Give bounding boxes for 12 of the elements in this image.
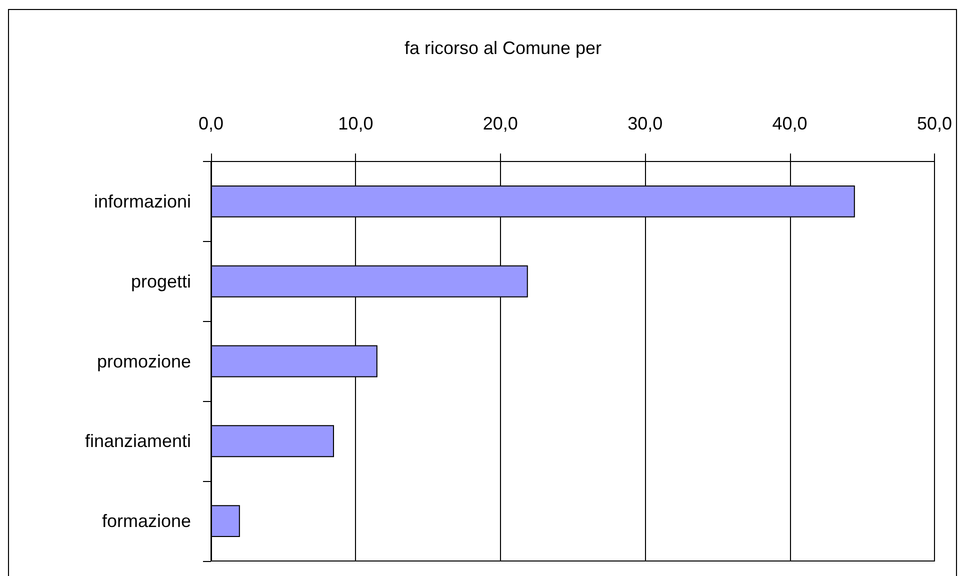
x-tick-label: 40,0	[772, 114, 808, 134]
y-tick-label: informazioni	[94, 191, 191, 212]
x-tick-label: 0,0	[198, 114, 224, 134]
x-tick-label: 50,0	[916, 114, 952, 134]
y-tick-label: progetti	[130, 271, 191, 292]
x-tick-label: 30,0	[628, 114, 663, 134]
chart-title: fa ricorso al Comune per	[404, 38, 602, 58]
x-tick-label: 20,0	[482, 114, 518, 134]
y-tick-label: formazione	[102, 511, 191, 532]
y-tick-label: promozione	[96, 351, 191, 372]
y-tick-label: finanziamenti	[84, 431, 191, 452]
x-tick-label: 10,0	[338, 114, 374, 134]
